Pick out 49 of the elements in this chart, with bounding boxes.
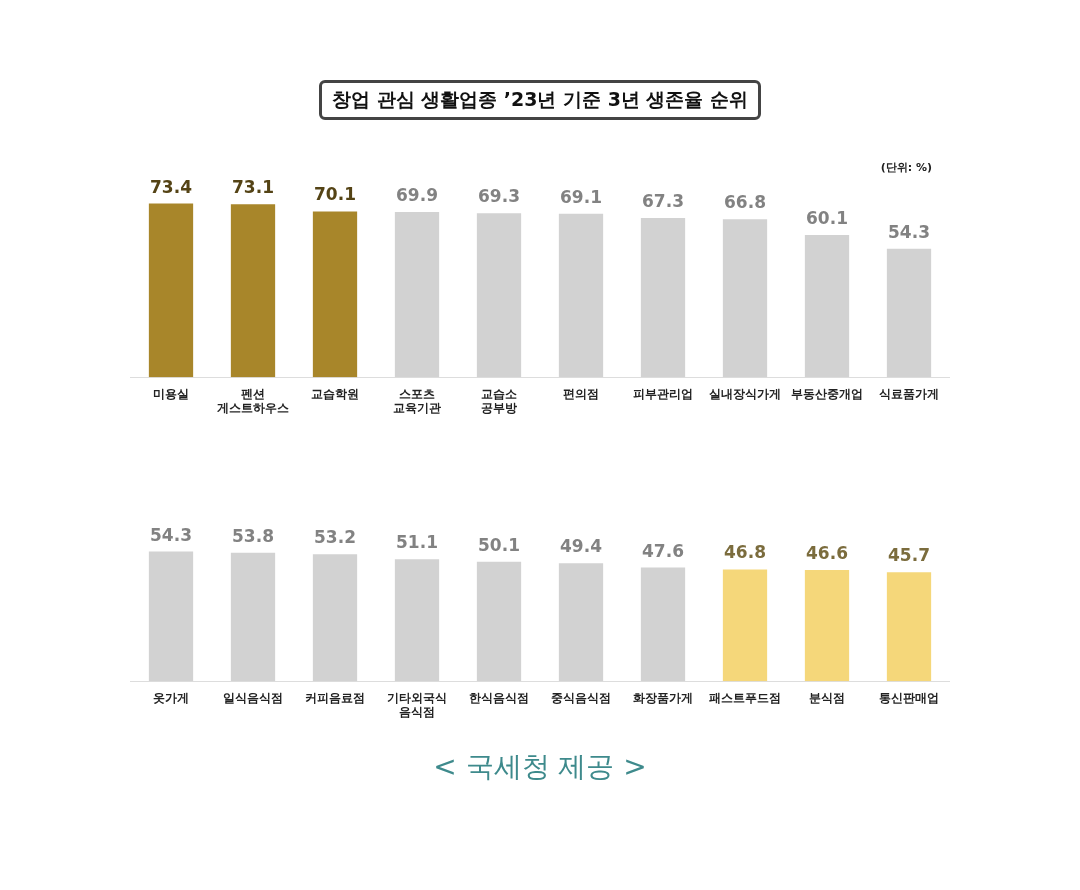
x-tick-label: 패스트푸드점 — [709, 690, 781, 705]
x-tick-label: 피부관리업 — [633, 386, 693, 401]
x-tick-label: 식료품가게 — [879, 386, 939, 401]
data-label: 73.4 — [150, 176, 193, 197]
x-tick-label: 화장품가게 — [633, 690, 693, 705]
data-label: 53.8 — [232, 525, 274, 546]
x-tick-label: 옷가게 — [153, 690, 189, 705]
data-label: 60.1 — [806, 207, 848, 228]
x-tick-label: 펜션 게스트하우스 — [217, 386, 289, 415]
text: (단위: %) — [880, 160, 932, 175]
data-label: 46.6 — [806, 542, 848, 563]
data-label: 50.1 — [478, 534, 520, 555]
x-tick-label: 스포츠 교육기관 — [393, 386, 441, 415]
x-tick-label: 미용실 — [153, 386, 189, 401]
data-label: 69.1 — [560, 186, 602, 207]
data-label: 70.1 — [314, 184, 356, 205]
data-label: 54.3 — [150, 524, 192, 545]
x-tick-label: 통신판매업 — [879, 690, 939, 705]
x-tick-label: 중식음식점 — [551, 690, 611, 705]
data-label: 53.2 — [314, 527, 356, 548]
data-label: 69.3 — [478, 186, 520, 207]
bar — [886, 572, 932, 682]
x-tick-label: 부동산중개업 — [791, 386, 863, 401]
data-label: 69.9 — [396, 184, 438, 205]
data-label: 46.8 — [724, 542, 766, 563]
x-tick-label: 한식음식점 — [469, 690, 529, 705]
x-tick-label: 교습학원 — [311, 386, 359, 401]
chart-title: 창업 관심 생활업종 ’23년 기준 3년 생존율 순위 — [318, 80, 762, 120]
data-label: 45.7 — [888, 545, 930, 566]
data-label: 73.1 — [232, 177, 274, 198]
bar — [722, 569, 768, 682]
data-label: 49.4 — [560, 536, 603, 557]
data-label: 54.3 — [888, 221, 930, 242]
data-label: 47.6 — [642, 540, 684, 561]
x-tick-label: 교습소 공부방 — [481, 386, 517, 415]
bar — [230, 204, 276, 378]
data-label: 67.3 — [642, 190, 684, 211]
x-tick-label: 기타외국식 음식점 — [387, 690, 447, 719]
bar — [312, 211, 358, 378]
x-tick-label: 커피음료점 — [305, 690, 365, 705]
x-tick-label: 실내장식가게 — [709, 386, 781, 401]
bar — [148, 203, 194, 378]
x-tick-label: 편의점 — [563, 386, 599, 401]
bar — [804, 569, 850, 682]
text: < 국세청 제공 > — [432, 749, 648, 785]
data-label: 66.8 — [724, 192, 766, 213]
data-label: 51.1 — [396, 532, 438, 553]
x-tick-label: 일식음식점 — [223, 690, 283, 705]
x-tick-label: 분식점 — [809, 690, 845, 705]
